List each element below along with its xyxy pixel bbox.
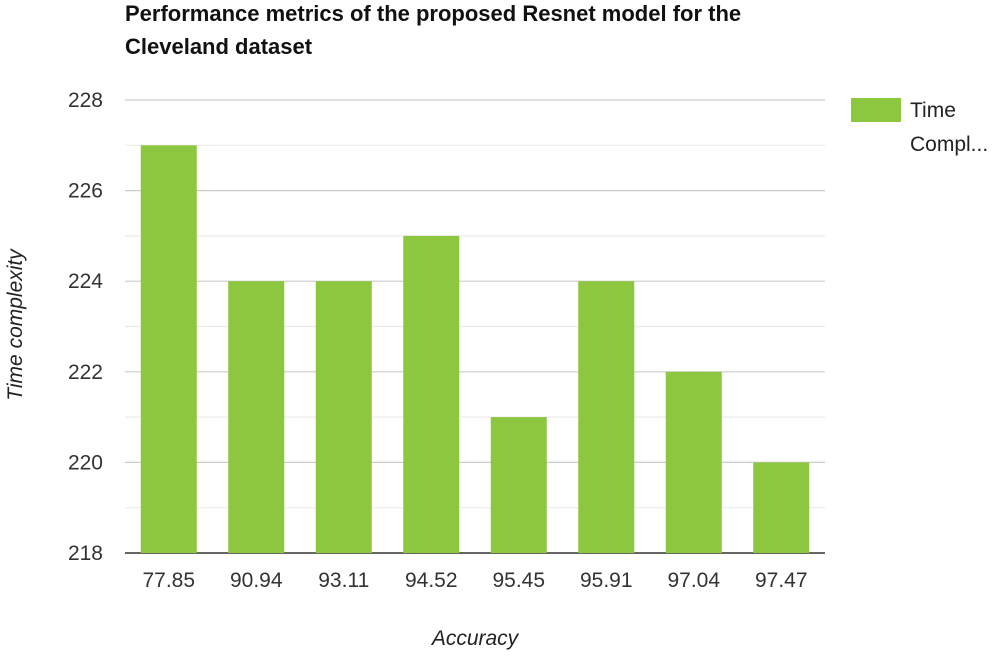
bar-97.04[interactable]: [665, 371, 722, 553]
y-axis-ticks: 218 220 222 224 226 228: [68, 89, 103, 565]
chart-title-line-2: Cleveland dataset: [125, 34, 313, 59]
legend[interactable]: Time Compl...: [851, 98, 988, 156]
y-tick-label: 222: [68, 361, 103, 384]
legend-label-line-1: Time: [910, 99, 956, 122]
x-tick-label: 94.52: [405, 569, 458, 592]
y-axis-label: Time complexity: [4, 248, 27, 401]
y-tick-label: 220: [68, 451, 103, 474]
x-tick-label: 97.04: [667, 569, 720, 592]
bar-97.47[interactable]: [753, 462, 810, 553]
x-tick-label: 97.47: [755, 569, 808, 592]
x-tick-label: 95.45: [492, 569, 545, 592]
y-tick-label: 218: [68, 542, 103, 565]
bar-95.45[interactable]: [490, 417, 547, 553]
legend-label-line-2: Compl...: [910, 133, 988, 156]
bar-90.94[interactable]: [228, 281, 285, 553]
bars: [140, 145, 810, 554]
y-tick-label: 224: [68, 270, 103, 293]
x-tick-label: 95.91: [580, 569, 633, 592]
y-tick-label: 228: [68, 89, 103, 112]
x-tick-label: 90.94: [230, 569, 283, 592]
x-axis-ticks: 77.85 90.94 93.11 94.52 95.45 95.91 97.04 97.47: [142, 569, 807, 592]
bar-93.11[interactable]: [315, 281, 372, 553]
bar-94.52[interactable]: [403, 235, 460, 553]
bar-95.91[interactable]: [578, 281, 635, 553]
chart-title-line-1: Performance metrics of the proposed Resn…: [125, 1, 741, 26]
legend-swatch: [851, 98, 901, 122]
x-axis-label: Accuracy: [430, 627, 520, 650]
x-tick-label: 77.85: [142, 569, 195, 592]
x-tick-label: 93.11: [318, 569, 369, 592]
bar-77.85[interactable]: [140, 145, 197, 554]
y-tick-label: 226: [68, 180, 103, 203]
